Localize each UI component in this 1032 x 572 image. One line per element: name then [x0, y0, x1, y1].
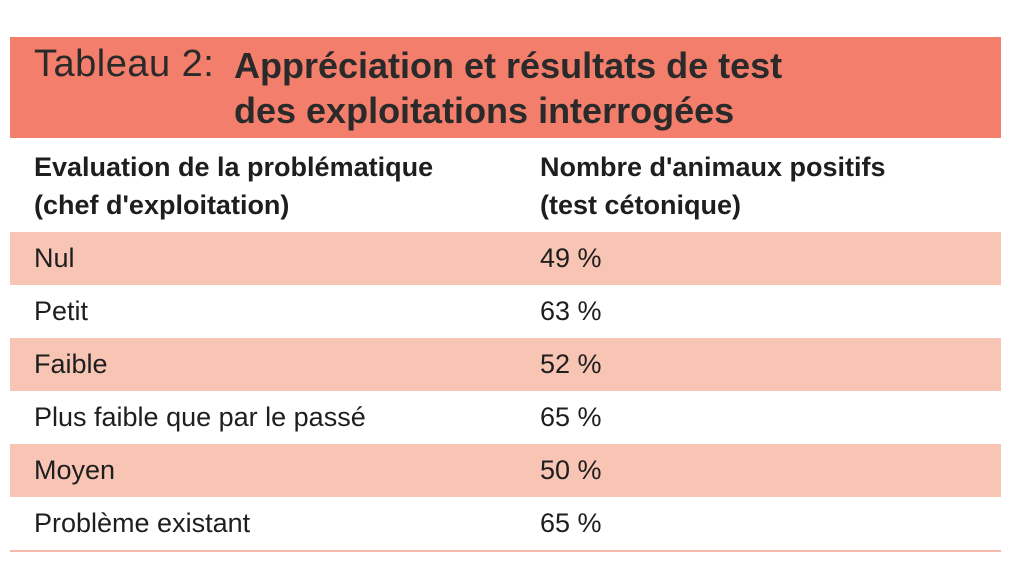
table-title-bar: Tableau 2: Appréciation et résultats de …	[10, 37, 1001, 138]
column-header-evaluation: Evaluation de la problématique (chef d'e…	[34, 148, 514, 224]
table-row: Faible 52 %	[10, 338, 1001, 391]
table-row: Moyen 50 %	[10, 444, 1001, 497]
cell-evaluation: Problème existant	[34, 508, 251, 538]
table-row: Plus faible que par le passé 65 %	[10, 391, 1001, 444]
cell-positifs: 52 %	[540, 349, 602, 379]
cell-evaluation: Faible	[34, 349, 108, 379]
table-header-row: Evaluation de la problématique (chef d'e…	[10, 138, 1001, 232]
cell-evaluation: Petit	[34, 296, 89, 326]
data-table: Tableau 2: Appréciation et résultats de …	[10, 37, 1001, 552]
cell-positifs: 63 %	[540, 296, 602, 326]
column-header-evaluation-line-1: Evaluation de la problématique	[34, 152, 434, 182]
cell-positifs: 65 %	[540, 508, 602, 538]
cell-positifs: 50 %	[540, 455, 602, 485]
column-header-positifs: Nombre d'animaux positifs (test cétoniqu…	[540, 148, 980, 224]
table-title-line-2: des exploitations interrogées	[234, 90, 735, 131]
table-title: Appréciation et résultats de test des ex…	[234, 43, 974, 133]
table-label: Tableau 2:	[34, 43, 215, 85]
cell-positifs: 49 %	[540, 243, 602, 273]
column-header-positifs-line-2: (test cétonique)	[540, 190, 742, 220]
cell-evaluation: Moyen	[34, 455, 116, 485]
column-header-positifs-line-1: Nombre d'animaux positifs	[540, 152, 886, 182]
cell-positifs: 65 %	[540, 402, 602, 432]
cell-evaluation: Plus faible que par le passé	[34, 402, 366, 432]
table-title-line-1: Appréciation et résultats de test	[234, 45, 783, 86]
column-header-evaluation-line-2: (chef d'exploitation)	[34, 190, 290, 220]
table-body: Nul 49 % Petit 63 % Faible 52 % Plus fai…	[10, 232, 1001, 552]
table-row: Petit 63 %	[10, 285, 1001, 338]
table-row: Problème existant 65 %	[10, 497, 1001, 550]
table-row: Nul 49 %	[10, 232, 1001, 285]
cell-evaluation: Nul	[34, 243, 75, 273]
